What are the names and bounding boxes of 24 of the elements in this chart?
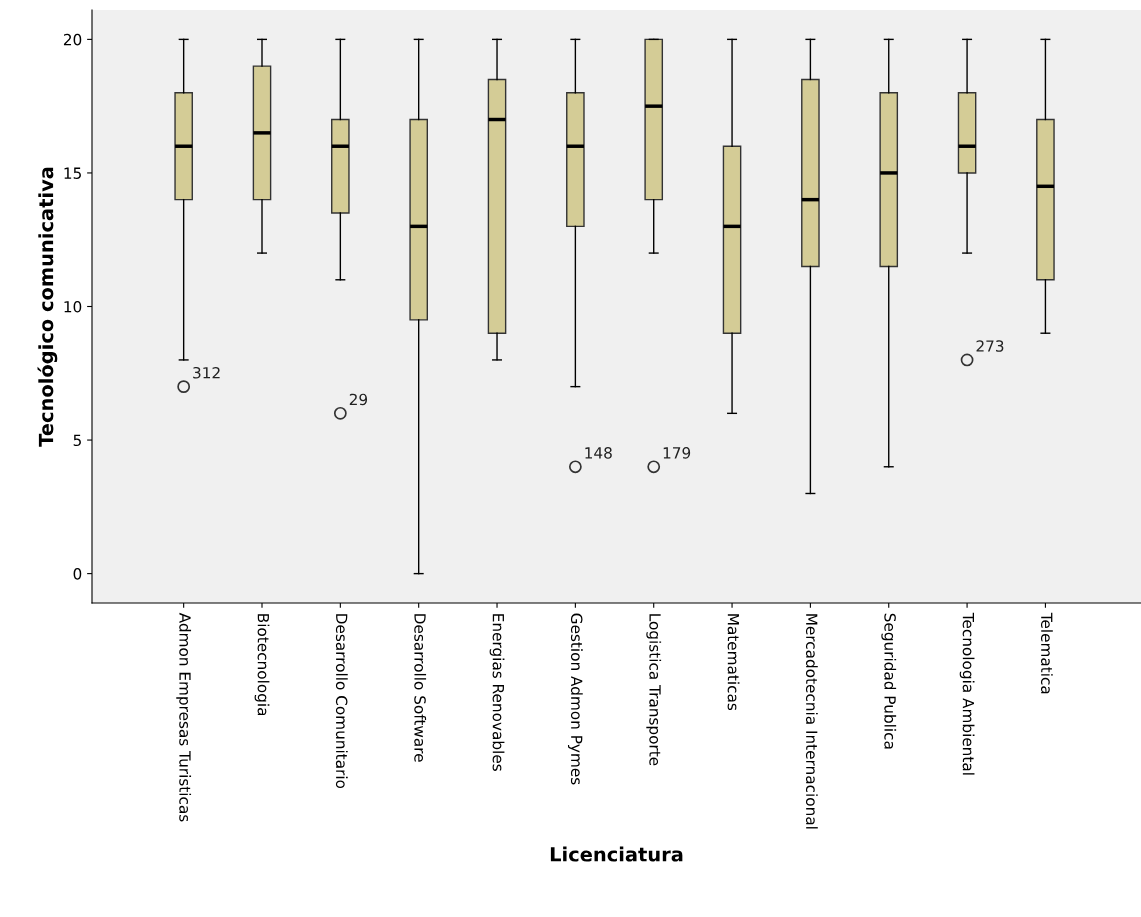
x-tick-label: Desarrollo Software — [414, 614, 427, 762]
x-axis-title: Licenciatura — [550, 846, 683, 862]
x-tick-label: Admon Empresas Turisticas — [176, 612, 192, 822]
x-tick-label: Energias Renovables — [489, 614, 505, 771]
x-tick-label: Logistica Transporte — [646, 614, 662, 766]
x-tick-label: Matematicas — [727, 614, 740, 711]
annotation: 312 — [193, 366, 220, 379]
y-tick-label: 15 — [64, 167, 81, 179]
x-tick-label: Biotecnologia — [254, 614, 270, 716]
y-axis-title: Tecnológico comunicativa — [37, 167, 58, 447]
x-tick-label: Seguridad Publica — [881, 613, 897, 749]
y-tick-label: 20 — [63, 33, 82, 46]
x-tick-label: Tecnologia Ambiental — [959, 612, 975, 775]
annotation: 29 — [349, 393, 368, 406]
y-tick-label: 5 — [73, 434, 81, 447]
y-tick-label: 10 — [64, 300, 82, 313]
y-tick-label: 0 — [73, 568, 82, 580]
x-tick-label: Desarrollo Comunitario — [335, 614, 348, 789]
x-tick-label: Gestion Admon Pymes — [567, 613, 583, 785]
x-tick-label: Telematica — [1040, 612, 1053, 694]
x-tick-label: Mercadotecnia Internacional — [805, 614, 818, 829]
annotation: 148 — [585, 447, 612, 459]
annotation: 273 — [976, 340, 1004, 352]
annotation: 179 — [663, 447, 691, 459]
